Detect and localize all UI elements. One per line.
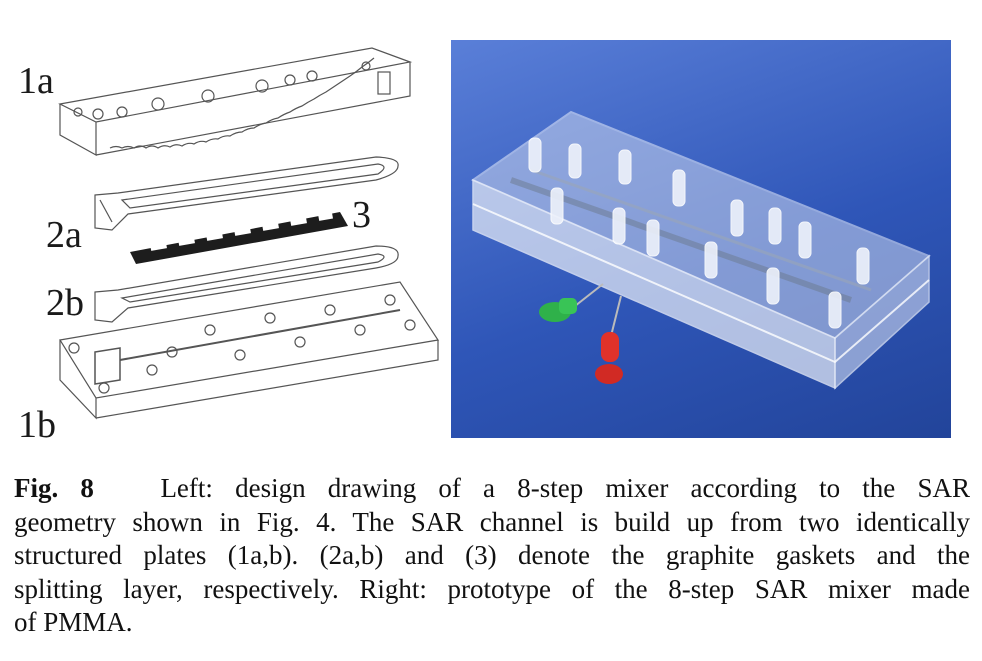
plate-1b	[59, 281, 440, 420]
caption-line-1: Fig. 8 Left: design drawing of a 8-step …	[14, 472, 970, 506]
label-2a: 2a	[46, 214, 82, 256]
figure-label: Fig. 8	[14, 473, 94, 503]
gasket-2b	[94, 245, 399, 323]
prototype-photo	[451, 40, 951, 438]
design-drawing	[58, 47, 440, 420]
block-pins	[528, 137, 870, 329]
figure-caption: Fig. 8 Left: design drawing of a 8-step …	[14, 472, 970, 640]
caption-line-2: geometry shown in Fig. 4. The SAR channe…	[14, 506, 970, 537]
figure: 1a 2a 3 2b 1b	[18, 40, 951, 446]
caption-line-4: splitting layer, respectively. Right: pr…	[14, 573, 970, 604]
label-1b: 1b	[18, 404, 56, 446]
label-2b: 2b	[46, 282, 84, 324]
red-push-pin	[595, 295, 623, 384]
gasket-2a	[94, 156, 399, 231]
label-1a: 1a	[18, 60, 54, 102]
pmma-block	[470, 110, 931, 390]
caption-text-1: Left: design drawing of a 8-step mixer a…	[160, 473, 970, 503]
label-3: 3	[352, 194, 371, 236]
caption-line-5: of PMMA.	[14, 607, 133, 637]
green-push-pin	[539, 283, 604, 322]
plate-1a	[58, 47, 413, 157]
splitting-layer-3	[130, 211, 348, 264]
caption-line-3: structured plates (1a,b). (2a,b) and (3)…	[14, 540, 970, 570]
